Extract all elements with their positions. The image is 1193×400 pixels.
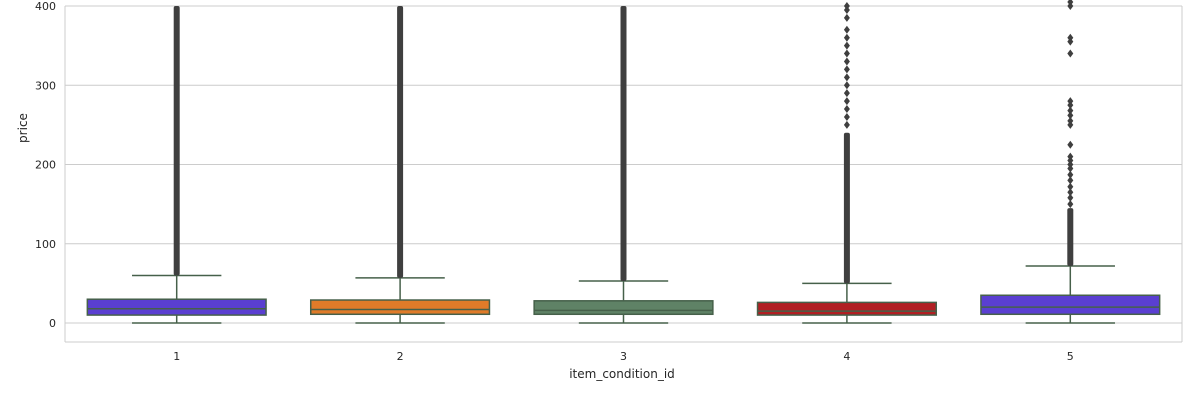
x-tick-label: 5 — [1067, 350, 1074, 363]
box-iqr — [980, 294, 1161, 316]
y-tick-labels: 0 100 200 300 400 — [35, 0, 56, 330]
x-tick-labels: 1 2 3 4 5 — [173, 350, 1074, 363]
outliers — [843, 2, 850, 284]
box-iqr — [756, 301, 938, 316]
outlier-point — [843, 65, 850, 74]
box-group-1 — [86, 6, 267, 324]
outlier-point — [1067, 97, 1074, 106]
y-tick-label: 300 — [35, 79, 56, 92]
outlier-dense-band — [397, 6, 404, 278]
outlier-dense-band — [1067, 208, 1074, 266]
x-tick-label: 2 — [397, 350, 404, 363]
x-axis-label: item_condition_id — [569, 367, 675, 381]
box-iqr — [533, 300, 714, 316]
outliers — [173, 6, 180, 276]
outlier-point — [1067, 49, 1074, 58]
outlier-point — [843, 81, 850, 90]
outlier-dense-band — [620, 6, 627, 281]
outlier-point — [1067, 0, 1074, 7]
outlier-point — [843, 120, 850, 129]
outlier-point — [843, 57, 850, 66]
outlier-point — [843, 13, 850, 22]
x-tick-label: 4 — [843, 350, 850, 363]
outlier-point — [1067, 188, 1074, 197]
outlier-point — [843, 112, 850, 121]
outlier-point — [843, 105, 850, 114]
outlier-point — [843, 25, 850, 34]
outlier-point — [843, 73, 850, 82]
outlier-point — [843, 41, 850, 50]
boxes — [86, 0, 1161, 324]
outliers — [397, 6, 404, 278]
outlier-point — [843, 33, 850, 42]
box-iqr — [309, 299, 491, 316]
outlier-point — [1067, 111, 1074, 120]
box-group-4 — [756, 2, 938, 324]
outliers — [620, 6, 627, 281]
outlier-point — [1067, 152, 1074, 161]
box-group-3 — [533, 6, 714, 324]
box-group-5 — [980, 0, 1161, 324]
x-tick-label: 3 — [620, 350, 627, 363]
box-iqr — [86, 298, 267, 316]
outlier-point — [1067, 193, 1074, 202]
outlier-point — [1067, 182, 1074, 191]
y-tick-label: 100 — [35, 238, 56, 251]
outlier-point — [1067, 200, 1074, 209]
outlier-dense-band — [843, 132, 850, 284]
outliers — [1067, 0, 1074, 266]
y-tick-label: 400 — [35, 0, 56, 13]
outlier-point — [1067, 116, 1074, 125]
outlier-point — [843, 89, 850, 98]
y-tick-label: 200 — [35, 159, 56, 172]
outlier-point — [843, 49, 850, 58]
outlier-point — [1067, 176, 1074, 185]
y-axis-label: price — [16, 113, 30, 143]
outlier-dense-band — [173, 6, 180, 276]
x-tick-label: 1 — [173, 350, 180, 363]
y-tick-label: 0 — [49, 317, 56, 330]
outlier-point — [1067, 106, 1074, 115]
axes-frame — [64, 6, 1183, 343]
outlier-point — [1067, 170, 1074, 179]
outlier-point — [843, 97, 850, 106]
outlier-point — [1067, 140, 1074, 149]
outlier-point — [843, 2, 850, 10]
box-group-2 — [309, 6, 491, 324]
outlier-point — [1067, 33, 1074, 42]
